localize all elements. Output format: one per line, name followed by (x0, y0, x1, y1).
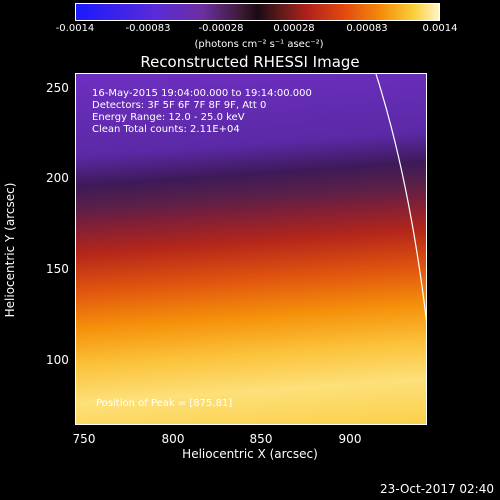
colorbar-tick: -0.00083 (125, 23, 171, 34)
detectors-info: Detectors: 3F 5F 6F 7F 8F 9F, Att 0 (92, 100, 267, 111)
y-tick: 150 (46, 262, 69, 276)
image-title: Reconstructed RHESSI Image (140, 53, 360, 71)
energy-range: Energy Range: 12.0 - 25.0 keV (92, 112, 245, 123)
colorbar-unit: (photons cm⁻² s⁻¹ asec⁻²) (194, 39, 324, 50)
peak-position: Position of Peak = [875,81] (96, 398, 233, 409)
rhessi-image: 16-May-2015 19:04:00.000 to 19:14:00.000… (75, 73, 427, 425)
time-range: 16-May-2015 19:04:00.000 to 19:14:00.000 (92, 88, 312, 99)
solar-limb-curve (375, 74, 426, 323)
x-tick: 750 (72, 432, 96, 446)
x-tick: 800 (161, 432, 185, 446)
colorbar-tick: 0.00028 (273, 23, 315, 34)
clean-counts: Clean Total counts: 2.11E+04 (92, 124, 240, 135)
y-tick: 200 (46, 171, 69, 185)
x-tick: 900 (338, 432, 362, 446)
colorbar-tick: 0.0014 (422, 23, 458, 34)
x-tick: 850 (249, 432, 273, 446)
colorbar-tick: -0.00028 (198, 23, 244, 34)
x-axis-label: Heliocentric X (arcsec) (182, 447, 318, 461)
footer-date: 23-Oct-2017 02:40 (380, 482, 494, 496)
colorbar-tick: -0.0014 (55, 23, 95, 34)
colorbar (75, 3, 440, 21)
colorbar-tick: 0.00083 (346, 23, 388, 34)
y-tick: 100 (46, 353, 69, 367)
y-axis-label: Heliocentric Y (arcsec) (3, 182, 17, 318)
y-tick: 250 (46, 81, 69, 95)
